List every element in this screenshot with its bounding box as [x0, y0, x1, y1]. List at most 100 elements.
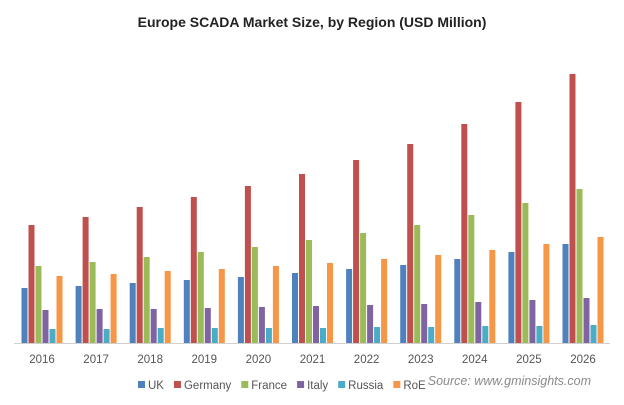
bar-roe-2024	[489, 250, 496, 343]
bar-russia-2023	[428, 327, 435, 343]
bar-france-2018	[143, 257, 150, 343]
bar-roe-2018	[164, 271, 171, 343]
legend-label: Germany	[184, 380, 232, 392]
bar-italy-2016	[42, 310, 49, 343]
bar-uk-2023	[400, 265, 407, 343]
x-tick-label: 2022	[354, 354, 380, 366]
bar-roe-2021	[327, 263, 333, 343]
bar-germany-2026	[569, 74, 576, 343]
bar-france-2020	[251, 247, 258, 343]
bar-uk-2021	[292, 273, 298, 343]
legend-swatch	[393, 381, 401, 388]
x-tick-label: 2017	[83, 354, 109, 366]
bar-germany-2016	[28, 225, 35, 343]
legend-item-roe: RoE	[393, 380, 426, 392]
x-tick-label: 2023	[408, 354, 434, 366]
chart-title: Europe SCADA Market Size, by Region (USD…	[138, 14, 487, 30]
bar-italy-2020	[258, 307, 265, 343]
bar-italy-2022	[367, 305, 374, 343]
legend-item-uk: UK	[138, 380, 164, 392]
bar-uk-2020	[237, 277, 244, 343]
bar-uk-2024	[454, 259, 461, 343]
legend-item-france: France	[241, 380, 287, 392]
bar-france-2022	[360, 233, 367, 343]
legend-item-russia: Russia	[338, 380, 384, 392]
bar-italy-2025	[529, 300, 536, 343]
x-tick-label: 2025	[516, 354, 542, 366]
bar-italy-2023	[421, 304, 428, 343]
bar-uk-2019	[183, 280, 190, 343]
bar-roe-2020	[272, 266, 279, 343]
bar-italy-2021	[313, 306, 319, 343]
bar-italy-2018	[150, 309, 157, 343]
bar-roe-2023	[435, 255, 442, 343]
source-note: Source: www.gminsights.com	[428, 374, 591, 388]
bar-france-2021	[306, 240, 312, 343]
bar-germany-2024	[461, 124, 468, 343]
bar-france-2017	[89, 262, 96, 343]
legend-label: Italy	[307, 380, 328, 392]
legend-swatch	[138, 381, 145, 388]
bar-france-2019	[197, 252, 204, 343]
bar-germany-2018	[136, 207, 143, 343]
bar-russia-2018	[157, 328, 164, 343]
bar-russia-2017	[103, 329, 110, 343]
bars	[21, 74, 604, 343]
bar-germany-2022	[353, 160, 360, 343]
bar-germany-2021	[299, 174, 305, 343]
legend-item-italy: Italy	[297, 380, 328, 392]
bar-germany-2025	[515, 102, 522, 343]
bar-germany-2017	[82, 217, 89, 343]
legend-swatch	[297, 381, 305, 388]
bar-germany-2019	[190, 197, 197, 343]
legend-label: UK	[148, 380, 164, 392]
bar-roe-2017	[110, 274, 117, 343]
bar-italy-2024	[475, 302, 482, 343]
bar-uk-2016	[21, 288, 28, 343]
bar-russia-2021	[320, 328, 326, 343]
bar-france-2024	[468, 215, 475, 343]
bar-italy-2019	[204, 308, 211, 343]
bar-italy-2026	[583, 298, 590, 343]
bar-russia-2024	[482, 326, 489, 343]
legend-item-germany: Germany	[173, 380, 232, 392]
x-tick-label: 2021	[300, 354, 326, 366]
legend: UK Germany France Italy Russia RoE	[138, 380, 426, 392]
bar-france-2023	[414, 225, 421, 343]
bar-roe-2016	[56, 276, 63, 343]
bar-roe-2022	[381, 259, 388, 343]
bar-uk-2025	[508, 252, 515, 343]
x-tick-label: 2018	[137, 354, 163, 366]
bar-italy-2017	[96, 309, 103, 343]
bar-russia-2019	[211, 328, 218, 343]
x-tick-label: 2020	[246, 354, 272, 366]
bar-roe-2025	[543, 244, 550, 343]
legend-label: France	[251, 380, 287, 392]
bar-uk-2022	[346, 269, 353, 343]
legend-swatch	[173, 381, 181, 388]
bar-uk-2026	[562, 244, 569, 343]
bar-germany-2023	[407, 144, 414, 343]
legend-swatch	[338, 381, 346, 388]
bar-france-2026	[576, 189, 583, 343]
x-tick-label: 2026	[570, 354, 596, 366]
bar-uk-2017	[75, 286, 82, 343]
x-tick-label: 2019	[192, 354, 218, 366]
legend-label: Russia	[348, 380, 384, 392]
bar-russia-2016	[49, 329, 56, 343]
legend-label: RoE	[403, 380, 426, 392]
x-tick-label: 2016	[29, 354, 55, 366]
bar-germany-2020	[244, 186, 251, 343]
bar-russia-2025	[536, 326, 543, 343]
bar-france-2025	[522, 203, 529, 343]
legend-swatch	[241, 381, 249, 388]
bar-france-2016	[35, 266, 42, 343]
bar-russia-2020	[265, 328, 272, 343]
bar-roe-2026	[597, 237, 604, 343]
bar-roe-2019	[218, 269, 225, 343]
bar-russia-2022	[374, 327, 381, 343]
bar-uk-2018	[129, 283, 136, 343]
bar-russia-2026	[590, 325, 597, 343]
x-tick-label: 2024	[462, 354, 488, 366]
